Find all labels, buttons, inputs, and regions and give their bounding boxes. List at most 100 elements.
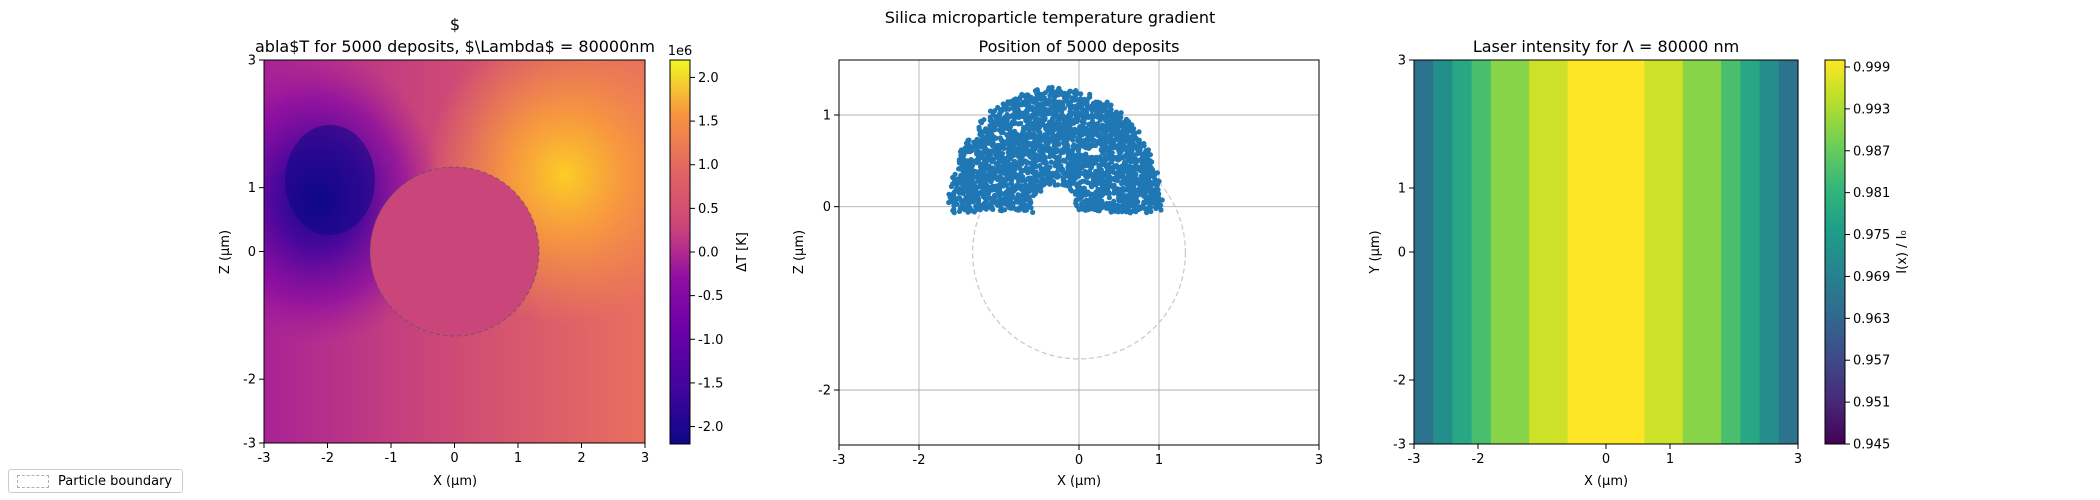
scatter-point [1002,201,1008,207]
scatter-point [1048,110,1054,116]
scatter-point [1134,143,1140,149]
scatter-point [1081,199,1087,205]
scatter-point [989,143,996,149]
scatter-point [1086,121,1092,127]
scatter-point [1023,207,1030,213]
scatter-point [1056,173,1062,179]
scatter-point [1052,140,1058,147]
legend-label: Particle boundary [58,473,173,489]
scatter-point [1042,132,1048,138]
scatter-point [1138,151,1144,157]
scatter-point [1117,143,1123,149]
scatter-point [958,166,964,172]
scatter-point [1024,166,1030,172]
scatter-point [1121,175,1127,181]
scatter-point [1151,181,1157,187]
scatter-point [1108,165,1114,171]
scatter-point [1068,163,1074,169]
scatter-point [1141,159,1147,165]
scatter-point [1006,168,1013,174]
scatter-point [1065,168,1071,174]
scatter-point [1095,168,1102,174]
scatter-point [1065,155,1071,161]
panel1-ylabel: Z (μm) [218,230,233,274]
scatter-point [1072,116,1078,123]
scatter-point [1018,171,1024,177]
scatter-point [1024,92,1030,98]
scatter-point [1099,161,1106,168]
scatter-point [1133,196,1139,202]
scatter-point [1139,182,1145,188]
scatter-point [1083,125,1089,131]
scatter-point [969,174,976,180]
scatter-point [1091,137,1097,143]
panel3-cb-tick-label: 0.969 [1853,270,1890,285]
scatter-point [966,170,972,176]
scatter-point [1002,123,1008,129]
scatter-point [1042,159,1048,166]
scatter-point [1075,148,1081,154]
scatter-point [1138,143,1144,150]
intensity-band [1721,60,1741,444]
scatter-point [1016,161,1023,167]
scatter-point [1006,134,1012,140]
scatter-point [962,188,968,194]
scatter-point [1023,100,1029,106]
scatter-point [1069,121,1075,127]
scatter-point [994,143,1000,149]
scatter-point [956,158,962,164]
scatter-point [1009,172,1015,178]
scatter-point [970,199,977,205]
scatter-point [1096,107,1102,113]
panel2-ytick-label: -2 [818,384,831,399]
scatter-point [1093,156,1099,162]
scatter-point [995,161,1002,167]
scatter-point [1020,152,1026,158]
panel1-cb-tick-label: -0.5 [698,289,723,304]
scatter-point [1142,200,1148,206]
scatter-point [1007,197,1013,204]
scatter-point [1056,134,1062,140]
scatter-point [1029,104,1035,111]
scatter-point [1001,159,1007,165]
scatter-point [1047,145,1053,152]
panel3-cb-tick-label: 0.999 [1853,60,1890,75]
scatter-point [998,199,1004,205]
scatter-point [1030,209,1036,215]
scatter-point [1112,112,1118,118]
scatter-point [1012,158,1018,164]
scatter-point [961,197,967,203]
panel1-xtick-label: 1 [514,451,522,466]
panel1-ytick-label: -2 [243,373,256,388]
scatter-point [1080,132,1086,138]
scatter-point [950,208,956,214]
scatter-point [1022,115,1028,121]
scatter-point [1106,127,1112,133]
scatter-point [992,123,999,129]
scatter-point [974,197,980,203]
panel-deposit-positions: Position of 5000 deposits -3 -2 0 1 3 1 0 -2 X… [792,37,1323,489]
scatter-point [1071,90,1078,96]
panel3-title: Laser intensity for Λ = 80000 nm [1473,37,1739,56]
scatter-point [1041,148,1047,154]
scatter-point [1015,192,1021,198]
intensity-band [1759,60,1780,444]
scatter-point [1032,190,1038,196]
intensity-band [1433,60,1453,444]
scatter-point [1054,147,1060,153]
scatter-point [1158,202,1164,208]
scatter-point [979,182,985,188]
scatter-point [1063,116,1069,122]
scatter-point [1130,152,1136,158]
scatter-point [998,108,1004,114]
scatter-point [1086,131,1092,137]
intensity-band [1682,60,1703,444]
scatter-point [1011,117,1017,123]
scatter-point [1042,166,1048,172]
scatter-point [990,197,996,203]
panel1-cb-tick-label: -1.5 [698,376,723,391]
scatter-point [947,195,953,201]
panel3-cb-tick-label: 0.987 [1853,144,1890,159]
scatter-point [1028,165,1034,171]
scatter-point [1018,145,1025,151]
